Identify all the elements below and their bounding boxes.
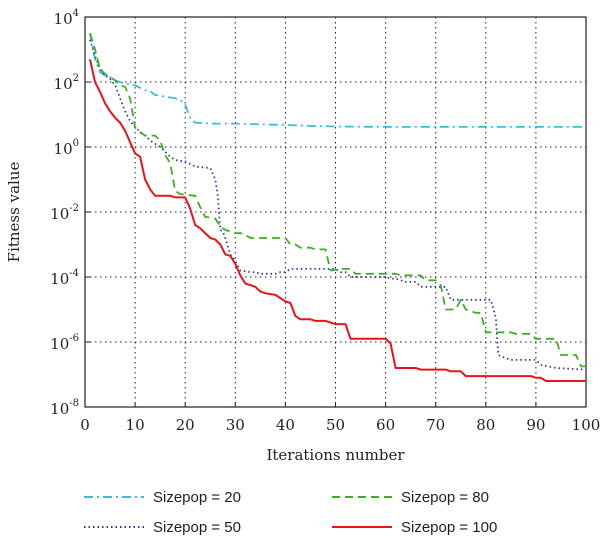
y-tick-label: 102: [54, 73, 79, 93]
legend-label-1: Sizepop = 20: [153, 489, 241, 506]
x-tick-label: 60: [376, 416, 395, 434]
y-axis-label: Fitness value: [5, 162, 23, 263]
legend-label-2: Sizepop = 50: [153, 519, 241, 536]
x-tick-label: 70: [426, 416, 445, 434]
y-tick-label: 100: [54, 138, 79, 158]
legend: Sizepop = 20 Sizepop = 50 Sizepop = 80 Size…: [84, 489, 497, 536]
grid: [85, 17, 586, 407]
series-line-2: [89, 39, 587, 371]
legend-label-3: Sizepop = 80: [401, 489, 489, 506]
x-tick-label: 50: [326, 416, 345, 434]
x-axis-label: Iterations number: [266, 446, 405, 464]
x-tick-label: 10: [126, 416, 145, 434]
series-lines: [89, 33, 587, 382]
y-tick-label: 10-2: [50, 203, 79, 223]
series-line-4: [89, 59, 586, 382]
x-tick-label: 30: [226, 416, 245, 434]
x-tick-label: 40: [276, 416, 295, 434]
x-tick-label: 100: [572, 416, 600, 434]
y-axis-ticks: 104 102 100 10-2 10-4 10-6 10-8: [50, 8, 90, 418]
series-line-1: [89, 33, 586, 128]
x-tick-label: 90: [526, 416, 545, 434]
y-tick-label: 10-4: [50, 268, 79, 288]
x-tick-label: 0: [80, 416, 90, 434]
x-axis-ticks: 0 10 20 30 40 50 60 70 80 90 100: [80, 402, 600, 434]
legend-label-4: Sizepop = 100: [401, 519, 497, 536]
y-tick-label: 104: [54, 8, 79, 28]
x-tick-label: 80: [476, 416, 495, 434]
y-tick-label: 10-8: [50, 398, 79, 418]
y-tick-label: 10-6: [50, 333, 79, 353]
series-line-3: [89, 33, 586, 368]
x-tick-label: 20: [176, 416, 195, 434]
